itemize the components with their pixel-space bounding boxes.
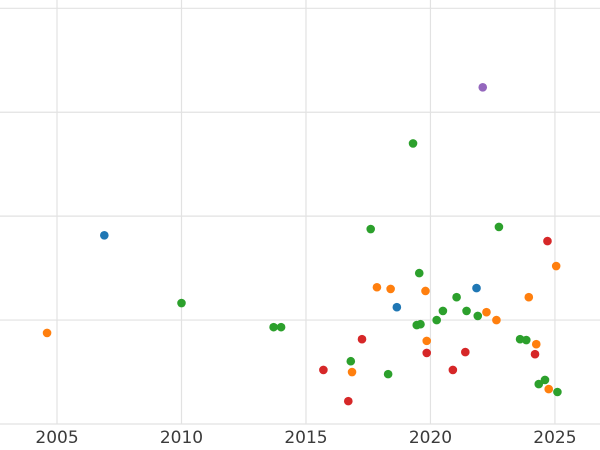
data-point-green <box>432 315 441 325</box>
data-point-green <box>276 322 286 332</box>
data-point-green <box>534 379 544 389</box>
data-point-orange <box>42 328 52 338</box>
data-point-green <box>416 319 425 329</box>
data-point-orange <box>386 284 395 294</box>
x-tick-label: 2020 <box>409 428 452 448</box>
data-point-green <box>269 322 278 332</box>
data-point-green <box>438 306 448 316</box>
data-point-red <box>543 236 552 246</box>
data-point-green <box>408 139 418 148</box>
data-point-orange <box>421 286 430 296</box>
x-tick-label: 2025 <box>533 428 576 448</box>
data-point-blue <box>392 302 402 312</box>
data-point-orange <box>544 384 554 394</box>
data-point-green <box>540 375 550 385</box>
x-tick-label: 2010 <box>160 428 203 448</box>
data-point-green <box>346 356 356 366</box>
data-point-orange <box>492 315 501 325</box>
data-point-green <box>366 224 376 234</box>
data-point-red <box>461 347 470 357</box>
data-point-orange <box>347 367 357 377</box>
data-point-orange <box>482 307 491 317</box>
data-point-red <box>448 365 458 375</box>
data-point-green <box>494 222 504 232</box>
data-point-green <box>414 268 424 278</box>
data-point-orange <box>551 261 561 271</box>
data-point-blue <box>100 230 109 240</box>
data-point-orange <box>422 336 432 346</box>
data-point-red <box>422 348 432 358</box>
data-point-orange <box>531 339 541 349</box>
x-tick-label: 2005 <box>35 428 78 448</box>
data-point-green <box>462 306 471 316</box>
data-point-green <box>177 298 186 308</box>
data-point-green <box>452 292 461 302</box>
data-point-green <box>522 335 531 345</box>
data-point-green <box>553 387 562 397</box>
data-point-orange <box>524 292 534 302</box>
data-point-red <box>319 365 328 375</box>
data-point-green <box>473 311 483 321</box>
data-point-green <box>383 369 393 379</box>
data-point-blue <box>472 283 481 293</box>
data-point-orange <box>372 282 382 292</box>
data-point-red <box>343 396 353 406</box>
data-point-purple <box>478 82 488 92</box>
x-tick-label: 2015 <box>284 428 327 448</box>
data-point-red <box>530 349 540 359</box>
data-point-red <box>357 334 367 344</box>
